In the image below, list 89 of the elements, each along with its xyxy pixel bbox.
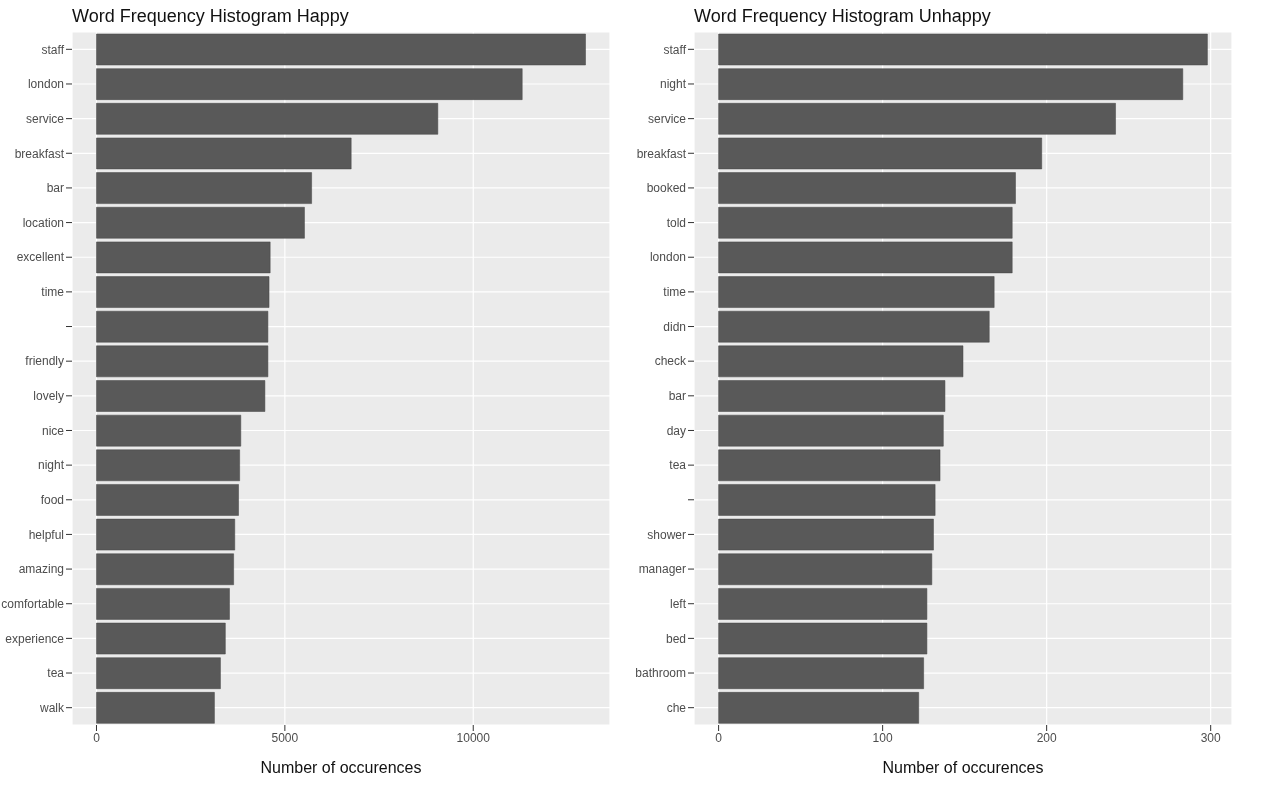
y-tick-label: time [41, 285, 65, 300]
y-tick-label: friendly [25, 354, 64, 369]
bar [718, 692, 919, 724]
y-tick-label: che [666, 700, 687, 715]
bar [718, 345, 964, 378]
bar [96, 622, 226, 655]
y-tick-label: london [649, 250, 686, 265]
bar [96, 414, 242, 447]
y-tick-label: didn [663, 319, 686, 334]
bar [718, 380, 946, 412]
y-tick-label: night [659, 77, 687, 92]
y-tick-label: night [37, 458, 65, 473]
bar [718, 622, 928, 655]
x-tick-label: 10000 [456, 730, 491, 745]
bar [96, 449, 240, 482]
x-tick-label: 100 [872, 730, 893, 745]
y-tick-label: helpful [28, 527, 64, 542]
y-tick-label: bed [665, 631, 686, 646]
y-tick-label: staff [41, 42, 65, 57]
x-tick-label: 0 [715, 730, 723, 745]
bar [718, 241, 1013, 274]
x-axis-title: Number of occurences [260, 759, 422, 776]
bar [96, 380, 266, 412]
y-tick-label: time [663, 285, 687, 300]
y-tick-label: location [22, 215, 64, 230]
bar [718, 68, 1184, 100]
bar [96, 345, 269, 378]
bar [96, 692, 215, 724]
y-tick-label: nice [41, 423, 65, 438]
x-tick-label: 200 [1036, 730, 1057, 745]
y-tick-label: london [27, 77, 64, 92]
bar [96, 241, 271, 274]
y-tick-label: check [654, 354, 687, 369]
y-tick-label: staff [663, 42, 687, 57]
bar [718, 657, 924, 689]
bar [96, 553, 234, 585]
y-tick-label: lovely [33, 389, 64, 404]
y-tick-label: bathroom [635, 666, 686, 681]
y-tick-label: shower [647, 527, 686, 542]
y-tick-label: told [666, 215, 686, 230]
bar [718, 103, 1116, 135]
bar [96, 172, 312, 204]
x-axis-title: Number of occurences [882, 759, 1044, 776]
bar [718, 553, 933, 585]
bar [96, 484, 239, 516]
bar [718, 33, 1208, 66]
bar [96, 310, 269, 343]
y-tick-label: breakfast [14, 146, 65, 161]
bar [96, 207, 305, 239]
y-tick-label: tea [47, 666, 65, 681]
y-tick-label: left [669, 596, 687, 611]
bar [718, 207, 1013, 239]
bar [718, 172, 1016, 204]
bar [718, 484, 936, 516]
y-tick-label: manager [638, 562, 686, 577]
bar [718, 414, 944, 447]
y-tick-label: excellent [16, 250, 65, 265]
y-tick-label: breakfast [636, 146, 687, 161]
y-tick-label: comfortable [1, 596, 65, 611]
bar [96, 518, 236, 551]
y-tick-label: walk [38, 700, 65, 715]
bar [96, 68, 523, 100]
bar [718, 137, 1042, 170]
x-tick-label: 5000 [271, 730, 299, 745]
bar [96, 657, 221, 689]
y-tick-label: tea [669, 458, 687, 473]
x-tick-label: 300 [1200, 730, 1222, 745]
bar [718, 588, 928, 620]
y-tick-label: booked [646, 181, 686, 196]
y-tick-label: bar [46, 181, 64, 196]
y-tick-label: food [40, 493, 64, 508]
y-tick-label: service [25, 111, 65, 126]
y-tick-label: experience [5, 631, 65, 646]
bar [96, 103, 439, 135]
y-tick-label: day [666, 423, 686, 438]
chart-title: Word Frequency Histogram Unhappy [694, 6, 991, 27]
x-tick-label: 0 [93, 730, 101, 745]
y-tick-label: bar [668, 389, 686, 404]
bar [96, 33, 586, 66]
bar [718, 449, 941, 482]
chart-title: Word Frequency Histogram Happy [72, 6, 349, 27]
bar [718, 310, 990, 343]
y-tick-label: service [647, 111, 687, 126]
bar [96, 588, 230, 620]
bar [718, 518, 934, 551]
bar [718, 276, 995, 308]
bar [96, 137, 352, 170]
bar [96, 276, 270, 308]
y-tick-label: amazing [18, 562, 64, 577]
